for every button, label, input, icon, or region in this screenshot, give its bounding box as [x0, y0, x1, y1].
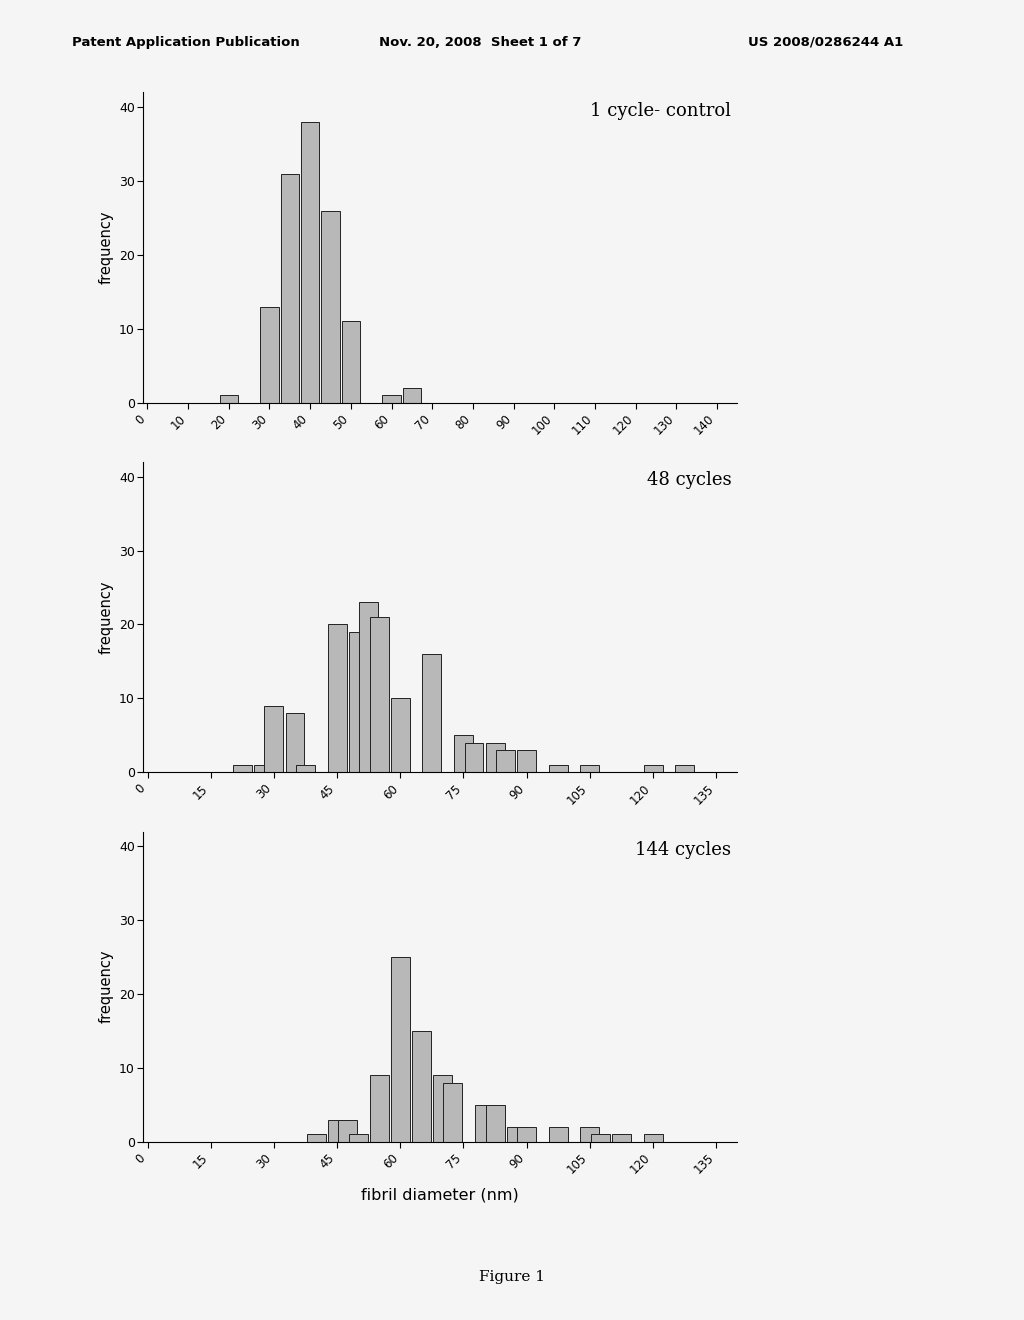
Bar [391, 698, 410, 772]
Bar [382, 395, 400, 403]
Bar [549, 1127, 567, 1142]
Bar [507, 1127, 525, 1142]
Bar [370, 1076, 389, 1142]
Text: Patent Application Publication: Patent Application Publication [72, 36, 299, 49]
Bar [301, 121, 319, 403]
Text: 48 cycles: 48 cycles [647, 471, 731, 490]
Bar [342, 321, 360, 403]
Bar [281, 174, 299, 403]
Bar [612, 1134, 631, 1142]
Bar [581, 1127, 599, 1142]
Bar [286, 713, 304, 772]
Bar [591, 1134, 610, 1142]
Bar [391, 957, 410, 1142]
Bar [328, 624, 346, 772]
Bar [549, 764, 567, 772]
Bar [485, 743, 505, 772]
Bar [296, 764, 315, 772]
Text: US 2008/0286244 A1: US 2008/0286244 A1 [748, 36, 903, 49]
Bar [643, 1134, 663, 1142]
Bar [454, 735, 473, 772]
Bar [264, 706, 284, 772]
Bar [465, 743, 483, 772]
Bar [260, 306, 279, 403]
Bar [322, 211, 340, 403]
Y-axis label: frequency: frequency [98, 950, 114, 1023]
Y-axis label: frequency: frequency [98, 211, 114, 284]
Bar [349, 1134, 368, 1142]
Bar [306, 1134, 326, 1142]
Bar [359, 602, 378, 772]
Bar [328, 1119, 346, 1142]
Bar [423, 653, 441, 772]
Bar [485, 1105, 505, 1142]
Bar [370, 618, 389, 772]
Text: 1 cycle- control: 1 cycle- control [591, 102, 731, 120]
Text: Nov. 20, 2008  Sheet 1 of 7: Nov. 20, 2008 Sheet 1 of 7 [379, 36, 582, 49]
Bar [433, 1076, 452, 1142]
Bar [219, 395, 238, 403]
Bar [675, 764, 694, 772]
Bar [232, 764, 252, 772]
Bar [349, 632, 368, 772]
Bar [402, 388, 421, 403]
Bar [254, 764, 272, 772]
Text: 144 cycles: 144 cycles [635, 841, 731, 859]
Bar [517, 1127, 537, 1142]
Bar [581, 764, 599, 772]
Bar [338, 1119, 357, 1142]
Bar [517, 750, 537, 772]
Bar [497, 750, 515, 772]
Text: Figure 1: Figure 1 [479, 1270, 545, 1284]
Bar [643, 764, 663, 772]
Bar [475, 1105, 494, 1142]
Y-axis label: frequency: frequency [98, 581, 114, 653]
Bar [443, 1082, 463, 1142]
Bar [412, 1031, 431, 1142]
X-axis label: fibril diameter (nm): fibril diameter (nm) [361, 1188, 519, 1203]
